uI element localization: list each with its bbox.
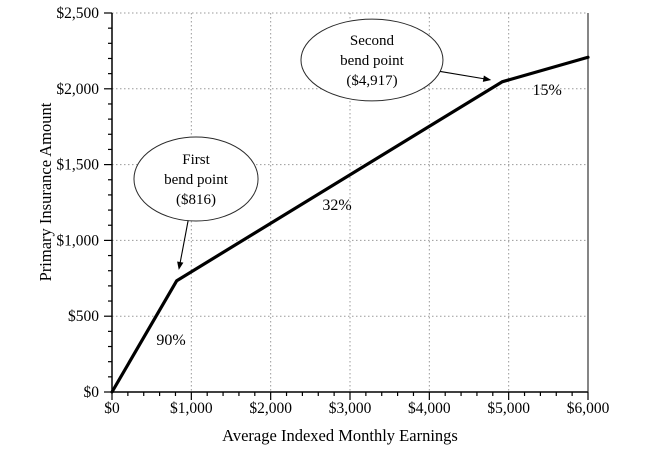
y-tick-label: $0 [84,384,100,401]
rate-label-15pct: 15% [532,82,561,99]
x-tick-label: $4,000 [408,400,451,417]
y-tick-labels: $0 $500 $1,000 $1,500 $2,000 $2,500 [56,5,99,401]
x-tick-label: $2,000 [249,400,292,417]
y-tick-label: $1,000 [56,232,99,249]
second-bend-point-arrow [440,70,486,80]
x-tick-labels: $0 $1,000 $2,000 $3,000 $4,000 $5,000 $6,000 [104,400,609,417]
y-axis-title: Primary Insurance Amount [36,102,55,282]
rate-label-32pct: 32% [322,197,351,214]
y-tick-label: $2,000 [56,81,99,98]
primary-insurance-amount-line [110,55,590,394]
first-bend-point-ellipse [133,136,259,222]
x-tick-label: $1,000 [170,400,213,417]
y-tick-label: $1,500 [56,157,99,174]
annotation-second-bend-point: Second bend point ($4,917) [300,18,492,102]
annotation-first-bend-point: First bend point ($816) [133,136,259,270]
x-tick-label: $0 [104,400,120,417]
second-bend-point-arrowhead [482,75,492,82]
first-bend-point-label-line: First [182,152,210,168]
x-tick-label: $5,000 [487,400,530,417]
segment-rate-labels: 90% 32% 15% [156,82,561,349]
first-bend-point-arrow [179,220,189,265]
second-bend-point-label-line: Second [350,33,395,49]
first-bend-point-label-line: bend point [164,172,229,188]
rate-label-90pct: 90% [156,332,185,349]
y-tick-label: $2,500 [56,5,99,22]
x-tick-label: $3,000 [329,400,372,417]
second-bend-point-label-line: ($4,917) [346,73,397,89]
x-tick-label: $6,000 [567,400,610,417]
y-tick-label: $500 [68,308,99,325]
second-bend-point-label-line: bend point [340,53,405,69]
second-bend-point-ellipse [300,18,444,102]
axis-frame [111,13,589,393]
first-bend-point-label-line: ($816) [176,192,216,208]
first-bend-point-arrowhead [177,261,184,270]
x-axis-title: Average Indexed Monthly Earnings [222,426,458,445]
